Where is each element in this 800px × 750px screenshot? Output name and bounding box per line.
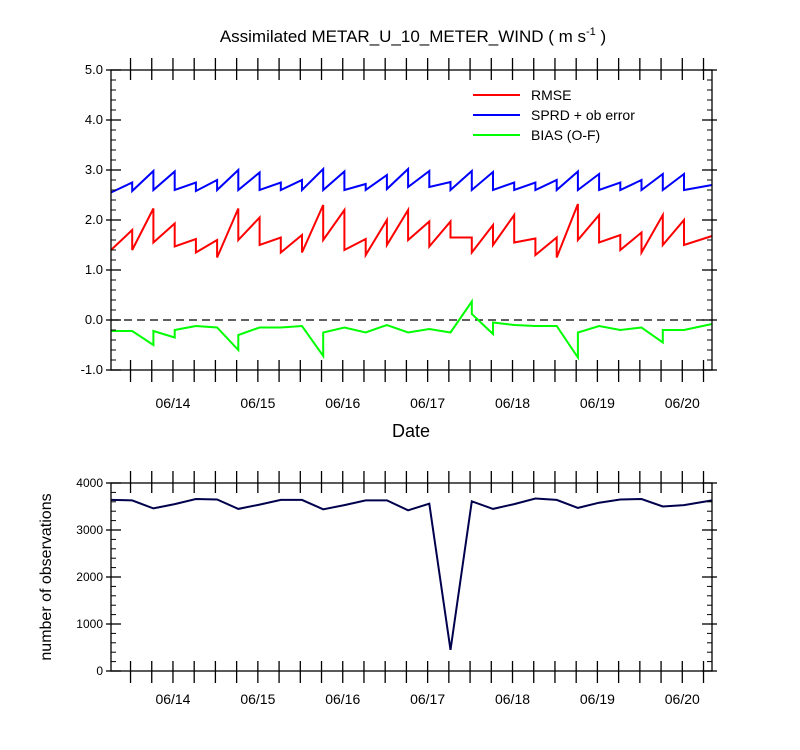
y-tick-label: 4.0 [85, 112, 103, 127]
series-line-rmse [110, 203, 713, 259]
x-tick-label: 06/16 [325, 691, 360, 707]
y-tick-label: -1.0 [81, 362, 103, 377]
top-series-group [110, 166, 713, 361]
series-line-bias-o-f [111, 298, 713, 361]
y-tick-label: 0.0 [85, 312, 103, 327]
y-tick-label: 4000 [76, 476, 103, 490]
y-tick-label: 5.0 [85, 62, 103, 77]
legend: RMSE SPRD + ob error BIAS (O-F) [473, 87, 635, 143]
y-tick-label: 2.0 [85, 212, 103, 227]
x-tick-label: 06/14 [155, 691, 190, 707]
y-tick-label: 3.0 [85, 162, 103, 177]
top-x-axis-label: Date [392, 421, 430, 441]
x-tick-label: 06/19 [580, 395, 615, 411]
x-tick-label: 06/15 [240, 395, 275, 411]
x-tick-label: 06/14 [155, 395, 190, 411]
x-tick-label: 06/20 [665, 691, 700, 707]
observation-count-chart: 0 1000 2000 3000 4000 06/14 06/15 06/16 06/17 06/… [38, 471, 717, 707]
legend-label: BIAS (O-F) [531, 127, 600, 143]
bottom-y-axis-label: number of observations [38, 493, 55, 660]
y-tick-label: 1.0 [85, 262, 103, 277]
x-tick-label: 06/19 [580, 691, 615, 707]
figure-title: Assimilated METAR_U_10_METER_WIND ( m s-… [220, 26, 606, 46]
bottom-plot-frame [110, 482, 713, 672]
y-tick-label: 2000 [76, 570, 103, 584]
bottom-tick-group: 0 1000 2000 3000 4000 06/14 06/15 06/16 06/17 06/… [76, 471, 717, 707]
rmse-spread-bias-chart: -1.0 0.0 1.0 2.0 3.0 4.0 5.0 06/14 06/15 06/16 06/… [81, 58, 717, 441]
x-tick-label: 06/20 [665, 395, 700, 411]
legend-label: SPRD + ob error [531, 107, 635, 123]
x-tick-label: 06/18 [495, 395, 530, 411]
x-tick-label: 06/17 [410, 395, 445, 411]
y-tick-label: 3000 [76, 523, 103, 537]
top-tick-group: -1.0 0.0 1.0 2.0 3.0 4.0 5.0 06/14 06/15 06/16 06/… [81, 58, 717, 411]
x-tick-label: 06/16 [325, 395, 360, 411]
x-tick-label: 06/18 [495, 691, 530, 707]
y-tick-label: 1000 [76, 617, 103, 631]
y-tick-label: 0 [96, 664, 103, 678]
series-line-number-of-observations [110, 497, 713, 651]
bottom-series-group [110, 497, 713, 651]
x-tick-label: 06/17 [410, 691, 445, 707]
series-line-sprd-ob-error [110, 166, 713, 194]
x-tick-label: 06/15 [240, 691, 275, 707]
legend-label: RMSE [531, 87, 571, 103]
